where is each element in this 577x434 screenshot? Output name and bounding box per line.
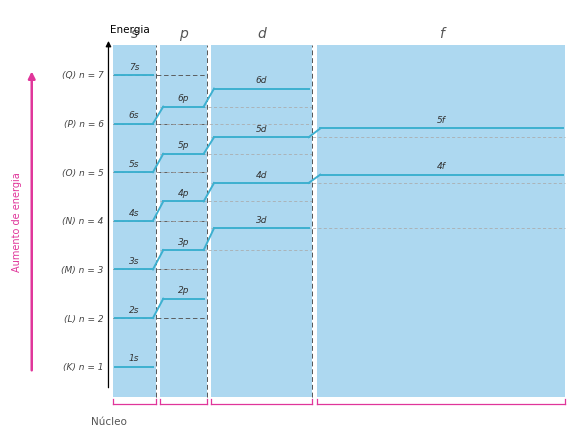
Text: 3s: 3s — [129, 256, 140, 266]
Text: Energia: Energia — [110, 25, 149, 35]
Text: d: d — [257, 27, 266, 41]
Text: p: p — [179, 27, 188, 41]
Text: 7s: 7s — [129, 62, 140, 72]
Text: 1s: 1s — [129, 354, 140, 362]
Text: 5d: 5d — [256, 125, 267, 134]
Bar — [113, 46, 156, 397]
Text: (O) n = 5: (O) n = 5 — [62, 168, 104, 178]
Text: Aumento de energia: Aumento de energia — [12, 171, 23, 271]
Text: 2p: 2p — [178, 286, 189, 295]
Text: (P) n = 6: (P) n = 6 — [64, 120, 104, 129]
Text: f: f — [439, 27, 444, 41]
Text: 4d: 4d — [256, 170, 267, 179]
Bar — [160, 46, 207, 397]
Text: 4p: 4p — [178, 189, 189, 197]
Text: (L) n = 2: (L) n = 2 — [64, 314, 104, 323]
Text: 3d: 3d — [256, 215, 267, 224]
Text: (M) n = 3: (M) n = 3 — [62, 265, 104, 274]
Text: 5p: 5p — [178, 141, 189, 150]
Text: Núcleo: Núcleo — [91, 416, 126, 426]
Bar — [317, 46, 565, 397]
Text: 2s: 2s — [129, 305, 140, 314]
Bar — [211, 46, 312, 397]
Text: 4s: 4s — [129, 208, 140, 217]
Text: (K) n = 1: (K) n = 1 — [63, 362, 104, 372]
Text: 3p: 3p — [178, 237, 189, 246]
Bar — [0, 0, 112, 434]
Text: 6d: 6d — [256, 76, 267, 85]
Text: 6p: 6p — [178, 94, 189, 103]
Text: 4f: 4f — [437, 162, 446, 171]
Text: 5s: 5s — [129, 160, 140, 168]
Text: 5f: 5f — [437, 116, 446, 125]
Text: s: s — [130, 27, 138, 41]
Text: (Q) n = 7: (Q) n = 7 — [62, 71, 104, 80]
Text: (N) n = 4: (N) n = 4 — [62, 217, 104, 226]
Text: 6s: 6s — [129, 111, 140, 120]
Bar — [0, 404, 577, 434]
